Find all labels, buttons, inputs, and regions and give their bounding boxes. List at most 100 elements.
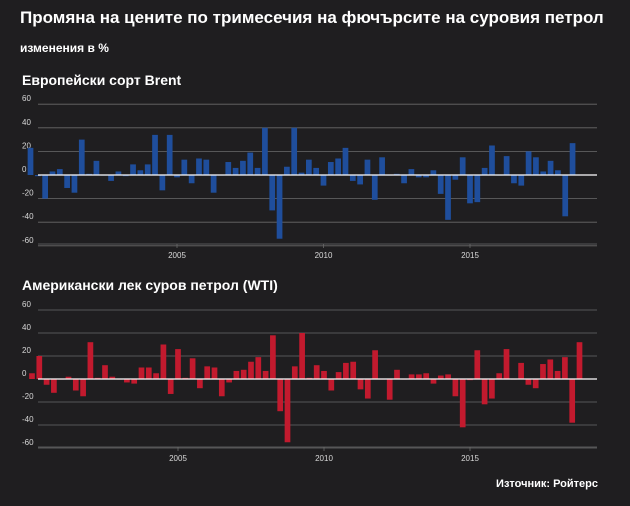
- wti-bar: [255, 357, 262, 379]
- wti-bar: [291, 366, 298, 379]
- wti-bar: [240, 369, 247, 379]
- wti-bar: [87, 342, 94, 379]
- wti-x-tick-label: 2015: [461, 454, 479, 463]
- brent-bar: [269, 175, 276, 211]
- brent-bar: [137, 170, 144, 175]
- wti-bar: [131, 379, 138, 384]
- wti-bar: [430, 379, 437, 384]
- wti-bar: [80, 379, 86, 397]
- wti-bar: [153, 373, 159, 379]
- brent-y-tick-label: 60: [22, 94, 31, 103]
- wti-bar: [489, 379, 495, 399]
- wti-bar: [233, 370, 240, 379]
- source-note: Източник: Ройтерс: [496, 478, 598, 490]
- wti-bar: [445, 374, 451, 379]
- brent-bar: [562, 175, 569, 217]
- wti-bar: [474, 350, 481, 379]
- brent-bar: [130, 164, 136, 175]
- wti-bar: [299, 333, 305, 379]
- wti-bar: [167, 379, 174, 394]
- wti-y-tick-label: 20: [22, 346, 31, 355]
- wti-bar: [262, 370, 269, 379]
- brent-bar: [159, 175, 166, 191]
- wti-y-tick-label: -40: [22, 415, 34, 424]
- brent-bar: [152, 134, 158, 175]
- brent-bar: [174, 175, 180, 178]
- brent-bar: [49, 171, 56, 175]
- brent-x-tick-label: 2015: [461, 251, 479, 260]
- brent-bar: [459, 157, 466, 175]
- brent-bar: [34, 175, 41, 177]
- brent-bar: [64, 175, 70, 188]
- brent-bar: [254, 167, 261, 175]
- brent-bar: [262, 127, 268, 175]
- brent-bar-chart: -60 -40 -20 0 20 40 60 2005 2010 2015: [22, 94, 597, 260]
- brent-panel-title: Европейски сорт Brent: [22, 72, 182, 88]
- wti-bar: [540, 364, 546, 379]
- wti-bar: [124, 379, 130, 383]
- brent-bar: [115, 171, 122, 175]
- brent-y-tick-label: 40: [22, 118, 31, 127]
- brent-x-tick-label: 2010: [315, 251, 333, 260]
- wti-bar: [437, 375, 444, 379]
- brent-bar: [108, 175, 114, 181]
- brent-bar: [481, 167, 488, 175]
- wti-bar: [576, 342, 583, 379]
- wti-bar: [51, 379, 57, 393]
- brent-bar: [364, 159, 371, 175]
- wti-bar: [277, 379, 284, 412]
- brent-bar: [467, 175, 473, 204]
- wti-bar: [36, 356, 43, 379]
- brent-bar: [247, 152, 254, 175]
- wti-bar: [197, 379, 203, 389]
- wti-bar: [204, 366, 211, 379]
- brent-bar: [181, 159, 188, 175]
- wti-bar: [218, 379, 225, 397]
- brent-y-tick-label: -60: [22, 236, 34, 245]
- wti-bar: [175, 349, 181, 379]
- brent-bar: [437, 175, 444, 194]
- wti-panel-title: Американски лек суров петрол (WTI): [22, 277, 278, 293]
- brent-bar: [342, 147, 349, 175]
- brent-bar: [210, 175, 217, 193]
- brent-bar: [320, 175, 327, 186]
- wti-bar: [102, 365, 108, 379]
- wti-bar: [547, 359, 554, 379]
- wti-bar: [554, 370, 561, 379]
- wti-bar: [321, 370, 327, 379]
- brent-bar: [56, 169, 63, 175]
- wti-bar: [459, 379, 466, 428]
- brent-bar: [569, 143, 576, 175]
- wti-bar: [335, 372, 342, 379]
- brent-bar: [232, 167, 239, 175]
- brent-y-tick-label: 0: [22, 165, 27, 174]
- wti-bar: [416, 374, 422, 379]
- wti-bar: [372, 350, 378, 379]
- wti-bar: [211, 367, 218, 379]
- brent-bar: [401, 175, 407, 184]
- brent-bar: [276, 175, 283, 239]
- wti-x-tick-label: 2010: [315, 454, 333, 463]
- brent-bar: [511, 175, 517, 184]
- wti-bar: [518, 362, 524, 379]
- wti-bar: [481, 379, 488, 405]
- wti-bar: [452, 379, 459, 397]
- brent-bar: [291, 127, 298, 175]
- wti-bar: [328, 379, 335, 391]
- brent-bar: [445, 175, 451, 220]
- brent-bar: [93, 160, 100, 175]
- brent-bar: [166, 134, 173, 175]
- wti-bar: [496, 373, 503, 379]
- wti-y-tick-label: -60: [22, 438, 34, 447]
- brent-bar: [489, 145, 495, 175]
- brent-bar: [423, 175, 429, 178]
- brent-bar: [415, 175, 422, 178]
- brent-bar: [474, 175, 481, 203]
- wti-bar: [138, 367, 145, 379]
- wti-bar: [226, 379, 232, 383]
- wti-bar: [248, 361, 254, 379]
- brent-bar: [71, 175, 78, 193]
- brent-bar: [225, 162, 232, 175]
- wti-bar: [343, 362, 349, 379]
- brent-bar: [540, 171, 547, 175]
